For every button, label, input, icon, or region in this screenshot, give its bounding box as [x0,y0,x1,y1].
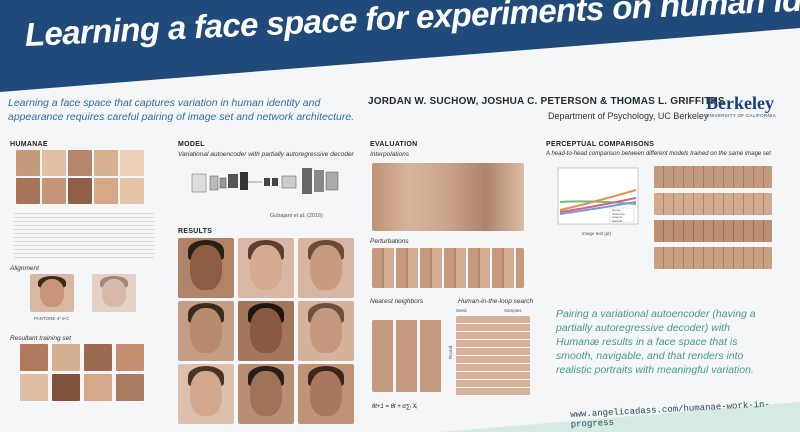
perceptual-face-strips [654,166,772,270]
results-heading: RESULTS [178,228,213,235]
title-banner [0,0,800,92]
nearest-neighbors-grid [372,320,444,392]
resultant-training-grid [20,344,148,402]
department: Department of Psychology, UC Berkeley [548,111,709,121]
hitl-search-label: Human-in-the-loop search [458,298,534,305]
alignment-face-original [30,274,74,312]
hitl-samples-label: Samples [504,308,522,313]
resultant-label: Resultant training set [10,335,72,342]
conclusion-text: Pairing a variational autoencoder (havin… [556,308,756,376]
intro-text: Learning a face space that captures vari… [8,97,355,123]
perturbations-label: Perturbations [370,238,409,245]
perceptual-legend: Dense Seedmap Anterior Sample [612,208,625,223]
evaluation-heading: EVALUATION [370,141,418,148]
model-architecture-diagram [191,168,339,194]
hitl-seed-label: Seed [456,308,467,313]
footer-band [440,402,800,432]
model-caption: Variational autoencoder with partially a… [178,151,354,158]
model-citation: Gulrajani et al. (2016) [270,213,323,219]
alignment-face-aligned [92,274,136,312]
humanae-portrait-grid [10,150,160,206]
model-heading: MODEL [178,141,205,148]
perceptual-line-chart [557,167,639,225]
perceptual-caption: A head-to-head comparison between differ… [546,151,771,157]
perturbation-grid [372,248,524,288]
legend-entry: Anterior [612,215,623,219]
interpolation-grid [372,163,524,231]
legend-entry: Seedmap [612,211,625,216]
berkeley-logo: Berkeley [706,93,774,113]
legend-entry: Sample [612,218,623,223]
alignment-label: Alignment [10,265,39,272]
berkeley-logo-subtitle: UNIVERSITY OF CALIFORNIA [706,113,776,118]
hitl-search-grid [456,316,530,396]
update-formula: θt+1 = θt + α∑ᵢ Xᵢ [372,404,418,410]
nearest-neighbors-label: Nearest neighbors [370,298,424,305]
perceptual-heading: PERCEPTUAL COMPARISONS [546,141,655,148]
humanae-attribute-list [14,210,154,260]
perceptual-xlabel: Image test (pt) [582,231,612,236]
hitl-round-label: Round [448,345,454,360]
legend-entry: Dense [612,208,621,212]
results-face-grid [178,238,354,426]
humanae-heading: HUMANAE [10,141,48,148]
author-list: JORDAN W. SUCHOW, JOSHUA C. PETERSON & T… [368,96,725,107]
pantone-swatch-label: PANTONE 4* 8-C [34,316,70,321]
interpolations-label: Interpolations [370,151,410,158]
